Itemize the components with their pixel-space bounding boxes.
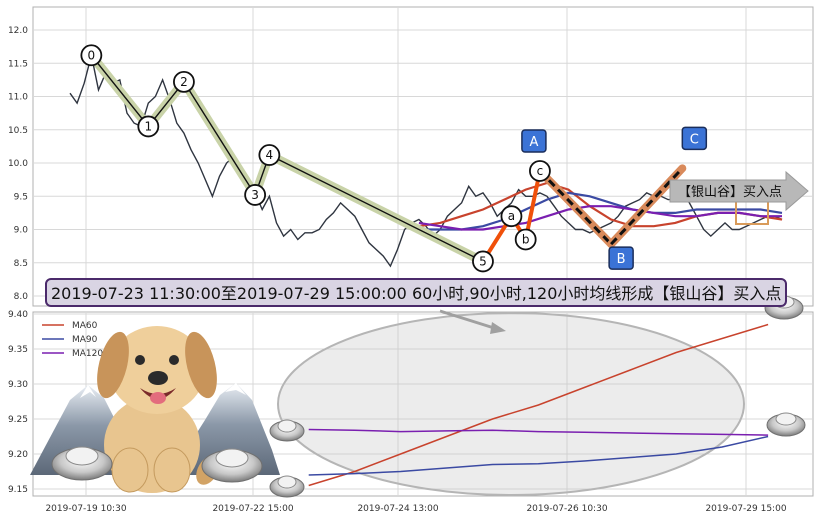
legend: MA60 MA90 MA120 — [42, 321, 103, 359]
wave-marker-1: 1 — [137, 115, 160, 138]
wave-segment — [90, 54, 149, 127]
wave-marker-label: 4 — [266, 148, 274, 162]
top-y-tick-label: 10.0 — [8, 159, 28, 169]
ingot-icon — [201, 448, 263, 483]
abc-box-b: B — [608, 246, 634, 270]
wave-marker-0: 0 — [80, 44, 103, 67]
wave-marker-a: a — [500, 205, 523, 228]
bottom-ma-line-ma90 — [308, 435, 769, 476]
top-y-tick-label: 12.0 — [8, 26, 28, 36]
bottom-x-tick-label: 2019-07-26 10:30 — [526, 504, 607, 514]
top-ma-lines — [418, 181, 783, 231]
bottom-x-tick-label: 2019-07-29 15:00 — [705, 504, 786, 514]
wave-marker-label: c — [537, 164, 544, 178]
wave-marker-circle — [173, 70, 195, 93]
bottom-ma-line-ma120 — [308, 428, 769, 436]
wave-marker-circle — [244, 184, 267, 206]
buy-point-arrow: 【银山谷】买入点 — [669, 170, 809, 212]
bottom-y-tick-label: 9.40 — [8, 310, 28, 320]
top-panel: 8.0 8.5 9.0 9.5 10.0 10.5 11.0 11.5 12.0 0 1 2 3 4 5 a… — [8, 6, 814, 307]
wave-marker-circle — [80, 44, 103, 67]
wave-segment — [183, 81, 256, 196]
bottom-x-tick-labels: 2019-07-19 10:30 2019-07-22 15:00 2019-07-… — [45, 504, 786, 514]
bottom-ma-line-ma60 — [308, 323, 769, 487]
top-ma-line-ma120 — [418, 205, 782, 231]
wave-marker-circle — [137, 115, 160, 138]
bottom-y-tick-label: 9.25 — [8, 415, 28, 425]
ingot-icon — [269, 475, 305, 498]
abc-box-rect — [681, 126, 708, 151]
wave-marker-2: 2 — [173, 70, 195, 93]
bottom-y-tick-label: 9.35 — [8, 345, 28, 355]
bottom-y-tick-label: 9.15 — [8, 485, 28, 495]
dog-illustration-icon — [97, 326, 220, 493]
wave-marker-label: 2 — [180, 75, 188, 89]
wave-marker-4: 4 — [258, 144, 281, 166]
abc-box-label: C — [690, 132, 699, 147]
wave-marker-circle — [258, 144, 281, 166]
abc-box-c: C — [681, 126, 708, 151]
wave-markers: 0 1 2 3 4 5 ab cA B C — [80, 44, 708, 273]
wave-marker-label: b — [522, 232, 530, 246]
ingot-icon — [269, 419, 305, 442]
abc-dashed-segment — [538, 169, 613, 246]
wave-marker-label: 1 — [144, 119, 152, 133]
wave-marker-3: 3 — [244, 184, 267, 206]
abc-box-label: A — [529, 135, 538, 150]
top-ma-line-ma90 — [418, 191, 783, 231]
wave-marker-c: c — [529, 160, 551, 182]
wave-marker-b: b — [514, 228, 537, 251]
signal-banner-text: 2019-07-23 11:30:00至2019-07-29 15:00:00 … — [51, 284, 781, 303]
wave-marker-circle — [514, 228, 537, 251]
bottom-y-tick-label: 9.30 — [8, 380, 28, 390]
wave-marker-5: 5 — [472, 250, 494, 273]
top-y-tick-label: 10.5 — [8, 126, 28, 136]
top-y-tick-label: 11.0 — [8, 93, 28, 103]
abc-box-label: B — [617, 252, 626, 267]
legend-label: MA90 — [72, 335, 98, 345]
wave-marker-circle — [529, 160, 551, 182]
bottom-x-tick-label: 2019-07-19 10:30 — [45, 504, 126, 514]
highlight-ellipse — [277, 312, 745, 496]
wave-marker-label: 3 — [251, 188, 259, 202]
signal-banner: 2019-07-23 11:30:00至2019-07-29 15:00:00 … — [45, 278, 787, 307]
top-y-tick-label: 9.0 — [14, 226, 29, 236]
abc-dashed-segment — [610, 167, 684, 246]
bottom-x-tick-label: 2019-07-24 13:00 — [357, 504, 438, 514]
top-plot-frame — [32, 6, 814, 307]
abc-red-path — [481, 170, 542, 263]
wave-marker-circle — [472, 250, 494, 273]
top-y-tick-label: 8.5 — [14, 259, 28, 269]
bottom-y-tick-labels: 9.15 9.20 9.25 9.30 9.35 9.40 — [8, 310, 28, 495]
ingot-icon — [766, 412, 806, 437]
abc-box-a: A — [521, 129, 547, 153]
wave-marker-label: 0 — [88, 48, 96, 62]
wave-marker-label: a — [508, 209, 515, 223]
ingot-icon — [51, 446, 113, 481]
legend-label: MA120 — [72, 349, 103, 359]
wave-marker-label: 5 — [479, 254, 487, 268]
wave-marker-circle — [500, 205, 523, 228]
top-y-tick-label: 9.5 — [14, 192, 28, 202]
top-gridlines — [33, 7, 813, 306]
ellipse-pointer-arrow — [439, 309, 506, 334]
legend-label: MA60 — [72, 321, 98, 331]
top-y-tick-label: 11.5 — [8, 59, 28, 69]
silver-ingot-icons — [51, 295, 806, 498]
bottom-ma-lines — [308, 323, 769, 487]
bottom-y-tick-label: 9.20 — [8, 450, 28, 460]
top-y-tick-labels: 8.0 8.5 9.0 9.5 10.0 10.5 11.0 11.5 12.0 — [8, 26, 28, 302]
wave-segment — [269, 154, 484, 263]
abc-box-rect — [608, 246, 634, 270]
bottom-x-tick-label: 2019-07-22 15:00 — [212, 504, 293, 514]
buy-point-arrow-label: 【银山谷】买入点 — [678, 185, 782, 200]
abc-box-rect — [521, 129, 547, 153]
top-y-tick-label: 8.0 — [14, 292, 29, 302]
